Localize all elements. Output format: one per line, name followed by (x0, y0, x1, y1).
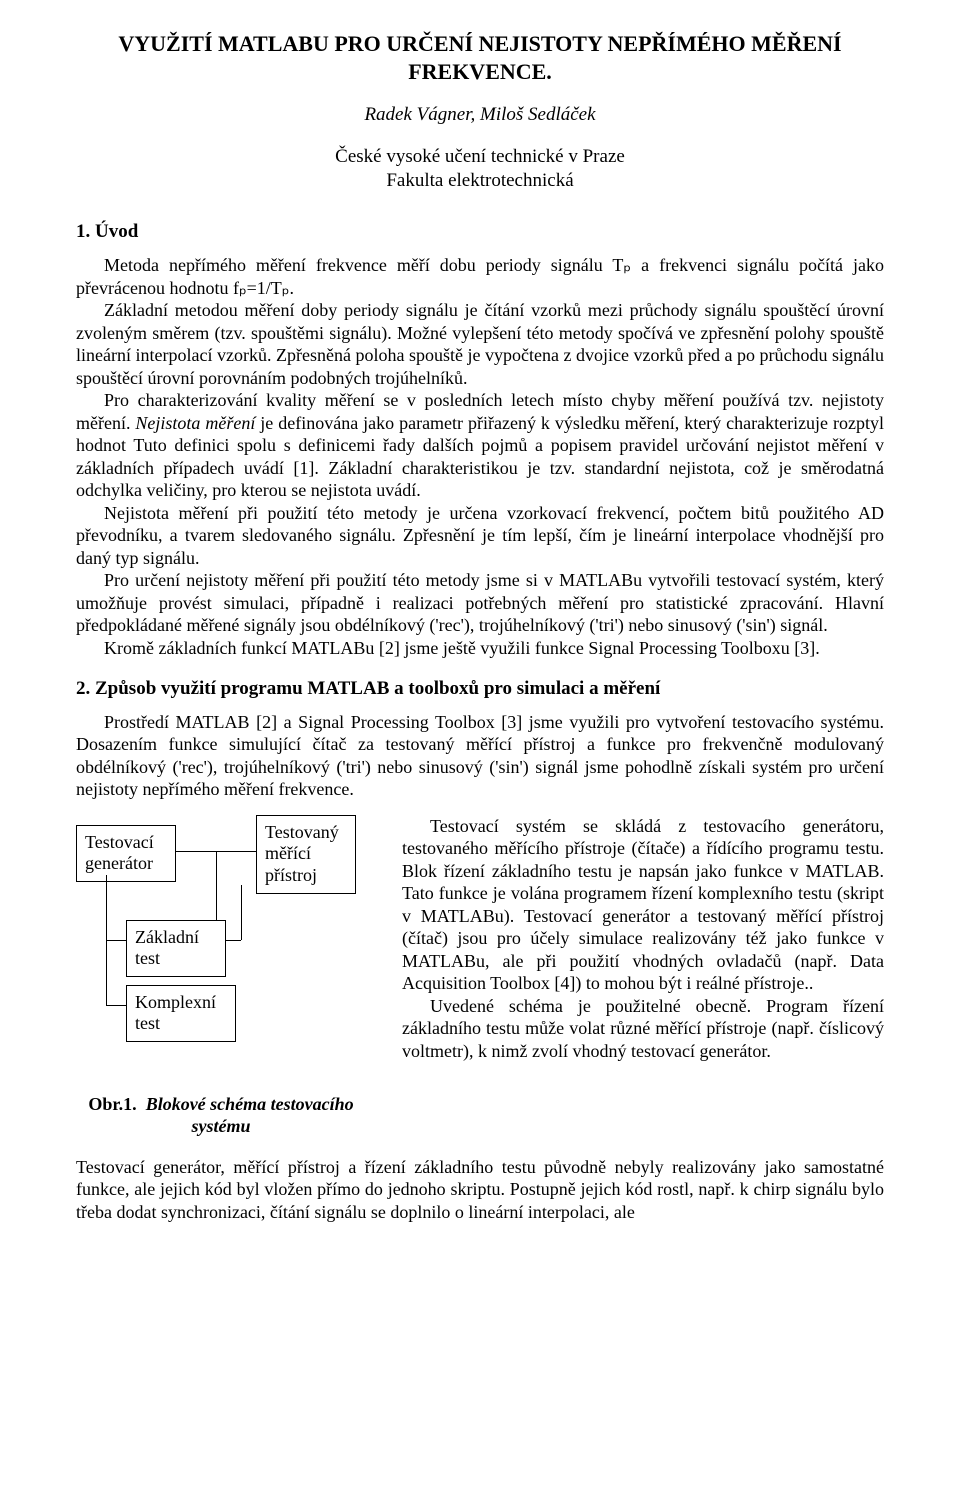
para-3b-italic: Nejistota měření (135, 413, 255, 433)
connector-line (241, 885, 242, 940)
connector-line (106, 940, 126, 941)
connector-line (226, 940, 241, 941)
sec2-para-1: Prostředí MATLAB [2] a Signal Processing… (76, 711, 884, 801)
box-zt-line1: Základní (135, 927, 199, 947)
box-basic-test: Základní test (126, 920, 226, 977)
connector-line (216, 851, 217, 920)
section-1-body: Metoda nepřímého měření frekvence měří d… (76, 254, 884, 659)
section-2-heading: 2. Způsob využití programu MATLAB a tool… (76, 677, 884, 701)
box-tested-instrument: Testovaný měřící přístroj (256, 815, 356, 894)
box-tm-line3: přístroj (265, 865, 317, 885)
para-5: Pro určení nejistoty měření při použití … (76, 569, 884, 637)
box-tg-line1: Testovací (85, 832, 154, 852)
final-paragraph: Testovací generátor, měřící přístroj a ř… (76, 1156, 884, 1224)
figure-caption-text: Blokové schéma testovacího systému (146, 1094, 354, 1137)
box-tm-line1: Testovaný (265, 822, 339, 842)
box-tm-line2: měřící (265, 843, 311, 863)
affil-line-2: Fakulta elektrotechnická (386, 170, 573, 191)
section-2-intro: Prostředí MATLAB [2] a Signal Processing… (76, 711, 884, 801)
box-kt-line2: test (135, 1013, 160, 1033)
final-text: Testovací generátor, měřící přístroj a ř… (76, 1156, 884, 1224)
connector-line (106, 1005, 126, 1006)
affiliation: České vysoké učení technické v Praze Fak… (76, 145, 884, 193)
para-6: Kromě základních funkcí MATLABu [2] jsme… (76, 637, 884, 660)
para-4: Nejistota měření při použití této metody… (76, 502, 884, 570)
para-3: Pro charakterizování kvality měření se v… (76, 389, 884, 502)
block-diagram: Testovací generátor Testovaný měřící pří… (76, 815, 366, 1085)
box-tg-line2: generátor (85, 853, 153, 873)
right-para-2: Uvedené schéma je použitelné obecně. Pro… (402, 995, 884, 1063)
authors: Radek Vágner, Miloš Sedláček (76, 103, 884, 127)
figure-label: Obr.1. (88, 1094, 136, 1114)
document-title: VYUŽITÍ MATLABU PRO URČENÍ NEJISTOTY NEP… (76, 30, 884, 85)
figure-side-text: Testovací systém se skládá z testovacího… (402, 815, 884, 1063)
figure-column: Testovací generátor Testovaný měřící pří… (76, 815, 366, 1138)
section-1-heading: 1. Úvod (76, 220, 884, 244)
para-1: Metoda nepřímého měření frekvence měří d… (76, 254, 884, 299)
box-test-generator: Testovací generátor (76, 825, 176, 882)
figure-and-text-row: Testovací generátor Testovaný měřící pří… (76, 815, 884, 1138)
box-zt-line2: test (135, 948, 160, 968)
figure-caption: Obr.1. Blokové schéma testovacího systém… (76, 1093, 366, 1138)
affil-line-1: České vysoké učení technické v Praze (335, 146, 625, 167)
para-2: Základní metodou měření doby periody sig… (76, 299, 884, 389)
right-para-1: Testovací systém se skládá z testovacího… (402, 815, 884, 995)
box-kt-line1: Komplexní (135, 992, 216, 1012)
box-complex-test: Komplexní test (126, 985, 236, 1042)
